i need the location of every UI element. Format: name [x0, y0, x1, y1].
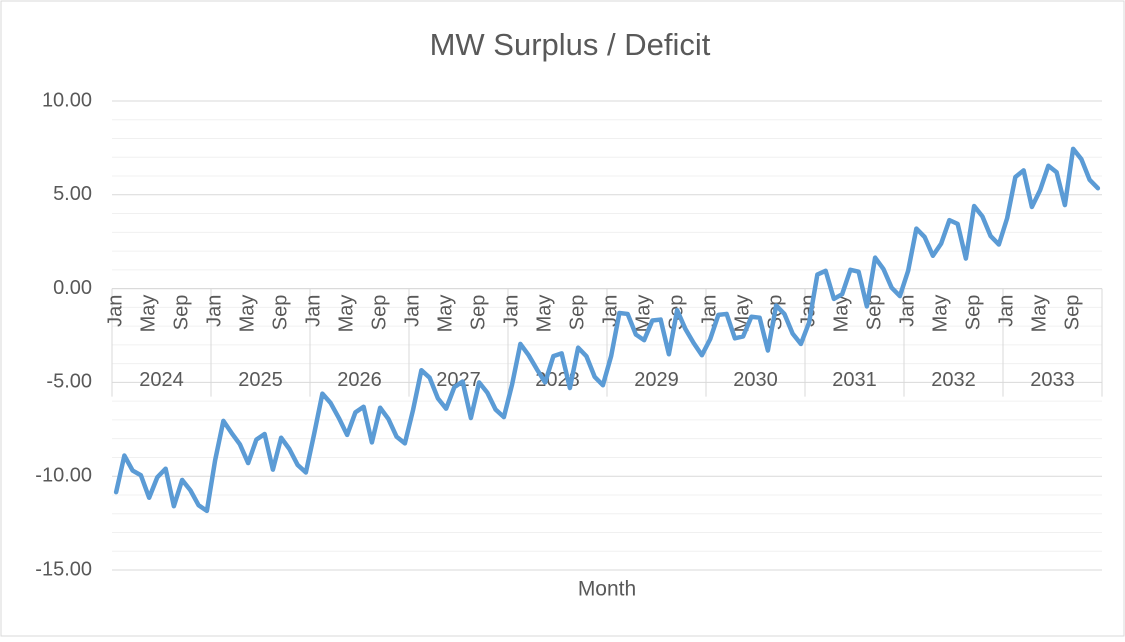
x-tick-label: Jan	[896, 295, 918, 327]
x-tick-label: May	[1028, 295, 1050, 333]
y-tick-label: -10.00	[35, 464, 92, 486]
x-tick-label: Sep	[467, 295, 489, 331]
line-series	[113, 146, 1101, 514]
x-tick-label: May	[335, 295, 357, 333]
x-tick-label: Jan	[500, 295, 522, 327]
x-tick-label: Sep	[1061, 295, 1083, 331]
x-tick-label: Sep	[170, 295, 192, 331]
y-tick-label: 0.00	[53, 277, 92, 299]
x-tick-label: Jan	[203, 295, 225, 327]
year-label: 2031	[832, 369, 877, 391]
x-tick-label: May	[632, 295, 654, 333]
x-axis-label: Month	[578, 578, 636, 601]
year-label: 2030	[733, 369, 778, 391]
x-tick-label: Sep	[269, 295, 291, 331]
x-tick-label: Jan	[599, 295, 621, 327]
x-tick-label: May	[137, 295, 159, 333]
x-tick-label: May	[533, 295, 555, 333]
x-tick-label: May	[929, 295, 951, 333]
y-tick-label: -15.00	[35, 558, 92, 580]
x-tick-label: May	[434, 295, 456, 333]
year-label: 2033	[1030, 369, 1075, 391]
x-tick-label: Jan	[995, 295, 1017, 327]
year-label: 2026	[337, 369, 382, 391]
y-tick-label: 10.00	[42, 89, 92, 111]
year-label: 2024	[139, 369, 184, 391]
x-tick-label: May	[731, 295, 753, 333]
year-label: 2032	[931, 369, 976, 391]
x-tick-label: Sep	[962, 295, 984, 331]
year-label: 2025	[238, 369, 283, 391]
x-tick-label: May	[830, 295, 852, 333]
x-tick-label: May	[236, 295, 258, 333]
x-tick-label: Jan	[401, 295, 423, 327]
x-tick-label: Sep	[566, 295, 588, 331]
year-label: 2029	[634, 369, 679, 391]
x-tick-label: Sep	[368, 295, 390, 331]
y-tick-label: 5.00	[53, 183, 92, 205]
y-tick-label: -5.00	[46, 371, 92, 393]
x-tick-label: Jan	[104, 295, 126, 327]
x-tick-label: Jan	[302, 295, 324, 327]
chart-title: MW Surplus / Deficit	[430, 27, 711, 62]
year-label: 2027	[436, 369, 481, 391]
